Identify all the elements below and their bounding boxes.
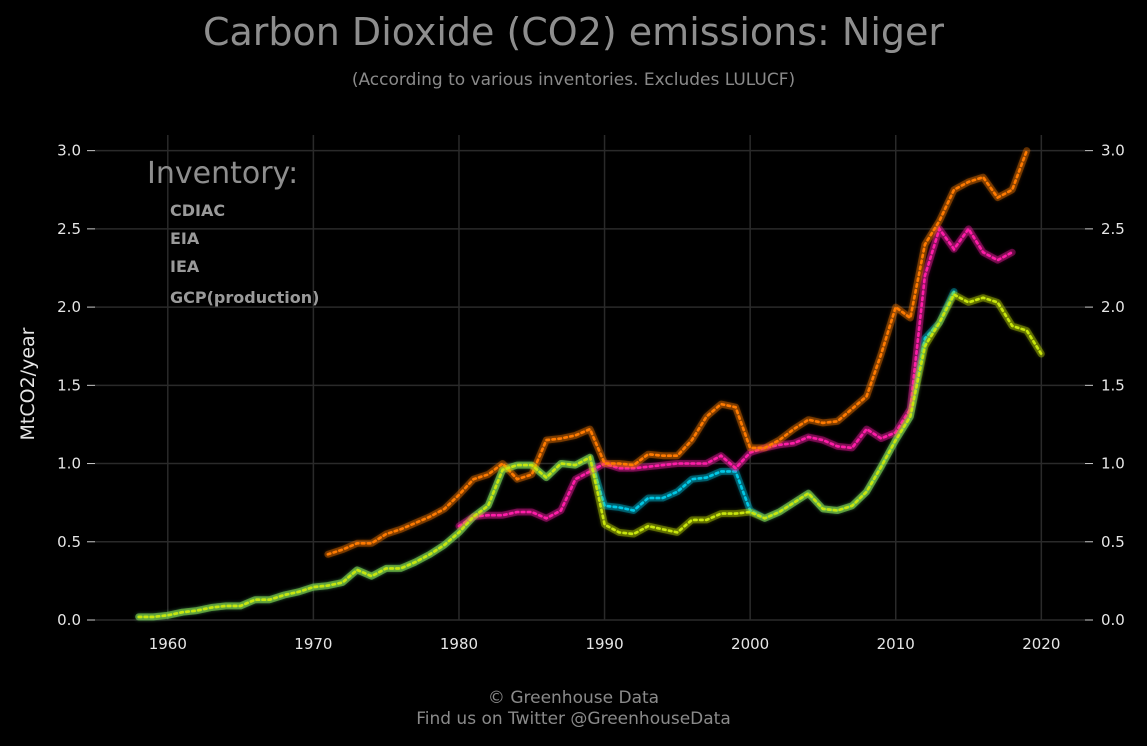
legend-label: EIA <box>170 229 200 248</box>
y-tick-label: 1.0 <box>57 455 81 473</box>
series-glow <box>135 288 958 621</box>
legend-label: GCP(production) <box>170 288 319 307</box>
series-layer <box>135 147 1045 621</box>
legend-label: CDIAC <box>170 201 225 220</box>
y-tick-label-right: 0.5 <box>1101 533 1125 551</box>
series-line <box>137 290 956 619</box>
tick-labels: 1960 1970 1980 1990 2000 2010 2020 0.0 0.0 0.5 0.5… <box>57 142 1125 653</box>
y-tick-label: 1.5 <box>57 376 81 394</box>
y-tick-label: 0.0 <box>57 611 81 629</box>
footer: © Greenhouse Data Find us on Twitter @Gr… <box>0 688 1147 730</box>
legend: Inventory: CDIAC EIA IEA GCP(production) <box>113 156 319 307</box>
x-tick-label: 1990 <box>585 635 623 653</box>
legend-label: IEA <box>170 257 200 276</box>
y-tick-label-right: 2.5 <box>1101 220 1125 238</box>
x-tick-label: 1970 <box>294 635 332 653</box>
twitter-text: Find us on Twitter @GreenhouseData <box>416 709 731 729</box>
x-tick-label: 2020 <box>1022 635 1060 653</box>
x-tick-label: 2010 <box>877 635 915 653</box>
series-line <box>326 149 1029 556</box>
series-iea <box>324 147 1031 558</box>
y-tick-label: 2.0 <box>57 298 81 316</box>
x-tick-label: 1980 <box>440 635 478 653</box>
series-eia <box>455 225 1016 530</box>
y-axis-label: MtCO2/year <box>17 327 39 440</box>
series-glow <box>455 225 1016 530</box>
series-line <box>457 226 1014 528</box>
y-tick-label: 3.0 <box>57 142 81 160</box>
y-tick-label: 2.5 <box>57 220 81 238</box>
series-glow <box>135 291 1045 621</box>
series-line <box>137 292 1043 619</box>
y-tick-label-right: 0.0 <box>1101 611 1125 629</box>
chart-title: Carbon Dioxide (CO2) emissions: Niger <box>202 10 945 54</box>
y-tick-label-right: 1.5 <box>1101 376 1125 394</box>
chart-subtitle: (According to various inventories. Exclu… <box>351 70 796 90</box>
y-tick-label-right: 3.0 <box>1101 142 1125 160</box>
legend-title: Inventory: <box>147 156 298 191</box>
y-tick-label: 0.5 <box>57 533 81 551</box>
series-cdiac <box>135 288 958 621</box>
series-gcp-production- <box>135 291 1045 621</box>
y-tick-label-right: 1.0 <box>1101 455 1125 473</box>
copyright-text: © Greenhouse Data <box>487 688 660 708</box>
y-tick-label-right: 2.0 <box>1101 298 1125 316</box>
x-tick-label: 1960 <box>149 635 187 653</box>
x-tick-label: 2000 <box>731 635 769 653</box>
grid <box>87 135 1093 621</box>
